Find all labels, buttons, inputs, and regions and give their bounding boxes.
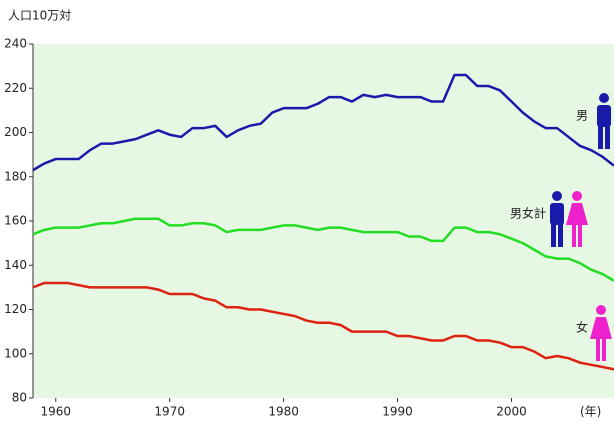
y-tick-label: 200 — [4, 125, 27, 139]
y-tick-label: 80 — [12, 391, 27, 405]
x-axis-label: (年) — [580, 405, 601, 419]
series-label: 男女計 — [510, 206, 546, 221]
x-tick-label: 1970 — [154, 405, 185, 419]
series-line — [32, 73, 614, 172]
series-line — [32, 281, 614, 371]
y-tick-label: 160 — [4, 214, 27, 228]
y-tick-label: 220 — [4, 81, 27, 95]
x-tick-label: 1960 — [41, 405, 72, 419]
y-tick-label: 180 — [4, 169, 27, 183]
series-line — [32, 217, 614, 282]
y-tick-label: 120 — [4, 302, 27, 316]
female-icon — [590, 305, 612, 361]
series-label: 女 — [576, 320, 588, 335]
x-tick-label: 2000 — [496, 405, 527, 419]
y-tick-label: 100 — [4, 346, 27, 360]
series-label: 男 — [576, 109, 588, 123]
male-icon — [597, 93, 611, 149]
y-tick-label: 140 — [4, 258, 27, 272]
total-female-icon — [566, 191, 588, 247]
total-male-icon — [550, 191, 564, 247]
x-tick-label: 1990 — [382, 405, 413, 419]
unit-label: 人口10万対 — [8, 9, 71, 23]
x-tick-label: 1980 — [268, 405, 299, 419]
y-tick-label: 240 — [4, 37, 27, 51]
